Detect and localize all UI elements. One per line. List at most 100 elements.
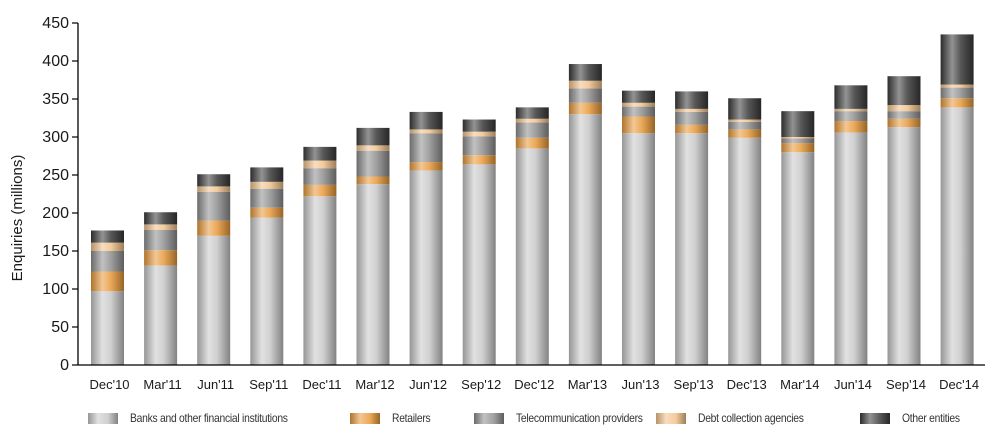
legend-swatch	[656, 412, 686, 424]
legend-item: Other entities	[860, 409, 969, 427]
bar-segment-3-1	[144, 224, 178, 230]
bar-segment-2-13	[781, 138, 815, 144]
bars-group: Dec'10 Mar'11 Jun'11 Sep'11 Dec'11 Mar'12 Jun'…	[89, 34, 979, 392]
y-tick-label: 250	[42, 167, 69, 184]
x-tick-label: Mar'14	[780, 377, 819, 392]
bar-segment-3-7	[462, 131, 496, 137]
legend-swatch	[474, 412, 504, 424]
bar-segment-0-4	[303, 196, 337, 365]
bar-segment-1-0	[91, 271, 124, 292]
bar-segment-3-5	[356, 145, 390, 151]
bar-segment-4-3	[250, 167, 284, 182]
bar-segment-3-0	[91, 242, 124, 251]
bar-segment-0-1	[144, 265, 178, 365]
bar-segment-4-1	[144, 212, 178, 225]
bar-segment-1-15	[887, 118, 921, 128]
bar-segment-4-16	[940, 34, 974, 85]
y-tick-label: 0	[60, 357, 69, 374]
bar-segment-3-11	[675, 108, 709, 112]
y-tick-label: 400	[42, 53, 69, 70]
bar-segment-0-12	[728, 137, 762, 365]
bar-segment-2-15	[887, 111, 921, 119]
bar-segment-2-4	[303, 168, 337, 185]
x-tick-label: Dec'12	[514, 377, 554, 392]
x-tick-label: Dec'10	[89, 377, 129, 392]
legend-label: Telecommunication providers	[516, 411, 643, 425]
y-tick-label: 150	[42, 243, 69, 260]
bar-segment-3-8	[515, 118, 549, 123]
bar-segment-0-6	[409, 170, 443, 365]
bar-segment-0-0	[91, 291, 124, 365]
x-tick-label: Jun'11	[197, 377, 234, 392]
bar-segment-3-4	[303, 160, 337, 169]
bar-segment-2-5	[356, 150, 390, 177]
bar-segment-3-14	[834, 108, 868, 112]
x-tick-label: Sep'13	[674, 377, 714, 392]
bar-segment-1-2	[197, 220, 231, 236]
y-tick-label: 100	[42, 281, 69, 298]
bar-segment-3-2	[197, 186, 231, 192]
bar-segment-2-8	[515, 122, 549, 138]
x-tick-label: Jun'12	[409, 377, 447, 392]
legend-label: Debt collection agencies	[698, 411, 804, 425]
y-tick-label: 450	[42, 15, 69, 32]
bar-segment-1-13	[781, 143, 815, 153]
bar-segment-4-0	[91, 230, 124, 243]
y-tick-label: 200	[42, 205, 69, 222]
bar-segment-4-11	[675, 91, 709, 109]
legend-item: Debt collection agencies	[656, 409, 821, 427]
bar-segment-2-12	[728, 121, 762, 130]
bar-segment-2-1	[144, 229, 178, 251]
bar-segment-1-16	[940, 98, 974, 108]
x-tick-label: Dec'14	[939, 377, 979, 392]
x-tick-label: Sep'11	[249, 377, 288, 392]
x-tick-label: Mar'12	[355, 377, 394, 392]
bar-segment-2-3	[250, 188, 284, 208]
bar-segment-3-9	[568, 80, 602, 89]
bar-segment-2-16	[940, 87, 974, 99]
bar-segment-3-15	[887, 105, 921, 112]
x-tick-label: Mar'13	[568, 377, 607, 392]
bar-segment-1-5	[356, 176, 390, 185]
bar-segment-4-14	[834, 85, 868, 109]
bar-segment-3-3	[250, 181, 284, 189]
bar-segment-4-6	[409, 111, 443, 130]
stacked-bar-chart: Dec'10 Mar'11 Jun'11 Sep'11 Dec'11 Mar'12 Jun'…	[9, 15, 985, 392]
x-tick-label: Jun'13	[622, 377, 660, 392]
bar-segment-3-13	[781, 137, 815, 139]
bar-segment-0-15	[887, 127, 921, 366]
bar-segment-2-11	[675, 111, 709, 125]
bar-segment-2-0	[91, 251, 124, 272]
bar-segment-2-2	[197, 191, 231, 221]
x-tick-label: Dec'11	[302, 377, 341, 392]
bar-segment-1-12	[728, 129, 762, 138]
bar-segment-0-5	[356, 184, 390, 365]
bar-segment-1-6	[409, 162, 443, 171]
legend-item: Telecommunication providers	[474, 409, 663, 427]
bar-segment-1-3	[250, 207, 284, 218]
x-tick-label: Sep'14	[886, 377, 926, 392]
bar-segment-0-13	[781, 152, 815, 365]
legend-swatch	[860, 412, 890, 424]
bar-segment-1-11	[675, 124, 709, 134]
bar-segment-4-2	[197, 174, 231, 187]
bar-segment-3-10	[622, 102, 655, 107]
bar-segment-4-4	[303, 146, 337, 161]
bar-segment-1-4	[303, 184, 337, 197]
bar-segment-0-3	[250, 217, 284, 365]
y-tick-label: 300	[42, 129, 69, 146]
legend-swatch	[350, 412, 380, 424]
legend-label: Banks and other financial institutions	[130, 411, 288, 425]
bar-segment-4-10	[622, 90, 655, 103]
bar-segment-3-6	[409, 129, 443, 134]
y-axis-label: Enquiries (millions)	[9, 155, 26, 282]
bar-segment-0-14	[834, 132, 868, 365]
bar-segment-4-7	[462, 119, 496, 132]
bar-segment-0-2	[197, 235, 231, 365]
bar-segment-4-12	[728, 98, 762, 120]
bar-segment-1-10	[622, 116, 655, 134]
bar-segment-4-8	[515, 107, 549, 119]
bar-segment-2-9	[568, 88, 602, 103]
x-tick-label: Jun'14	[834, 377, 872, 392]
bar-segment-0-8	[515, 148, 549, 365]
